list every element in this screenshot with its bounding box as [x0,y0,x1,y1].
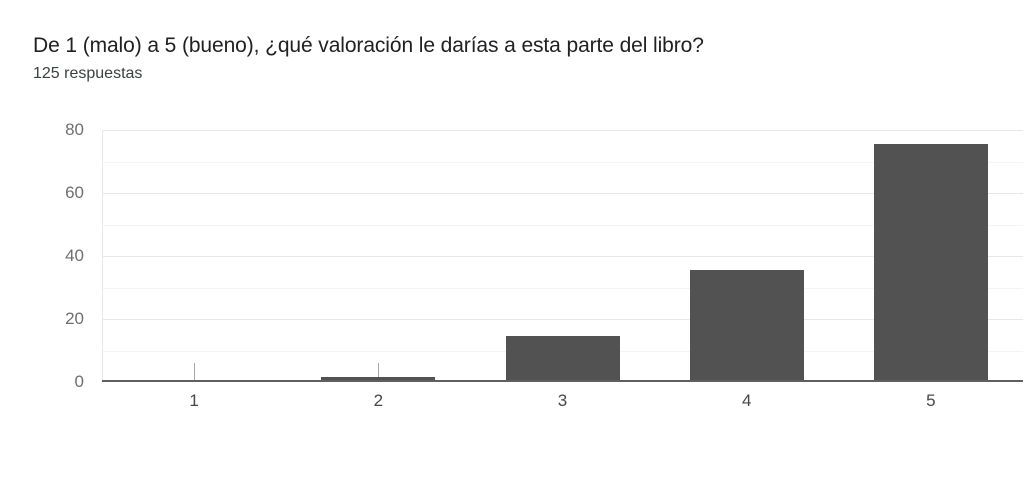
y-tick-label: 0 [74,372,84,391]
x-category-label: 1 [189,391,199,410]
minor-gridline [102,287,1023,289]
bar-3 [505,335,620,380]
x-category-label: 4 [741,391,752,410]
bar-5 [873,143,988,380]
major-gridline [102,193,1023,194]
y-tick-label: 40 [65,246,84,265]
category-tick [377,363,379,380]
bar-2 [321,376,436,380]
category-tick [193,363,195,380]
x-category-label: 5 [926,391,936,410]
major-gridline [102,130,1023,131]
major-gridline [102,319,1023,320]
x-category-label: 3 [557,391,568,410]
minor-gridline [102,224,1023,226]
chart-title: De 1 (malo) a 5 (bueno), ¿qué valoración… [33,34,704,57]
response-count: 125 respuestas [33,65,143,82]
y-tick-label: 60 [65,183,84,202]
bar-4 [689,269,804,380]
y-tick-label: 80 [65,120,84,139]
bar-chart-plot-area [102,130,1023,382]
y-axis-line [102,130,103,382]
x-axis-line [102,380,1023,382]
y-tick-label: 20 [65,309,84,328]
major-gridline [102,256,1023,257]
minor-gridline [102,161,1023,163]
x-category-label: 2 [373,391,384,410]
